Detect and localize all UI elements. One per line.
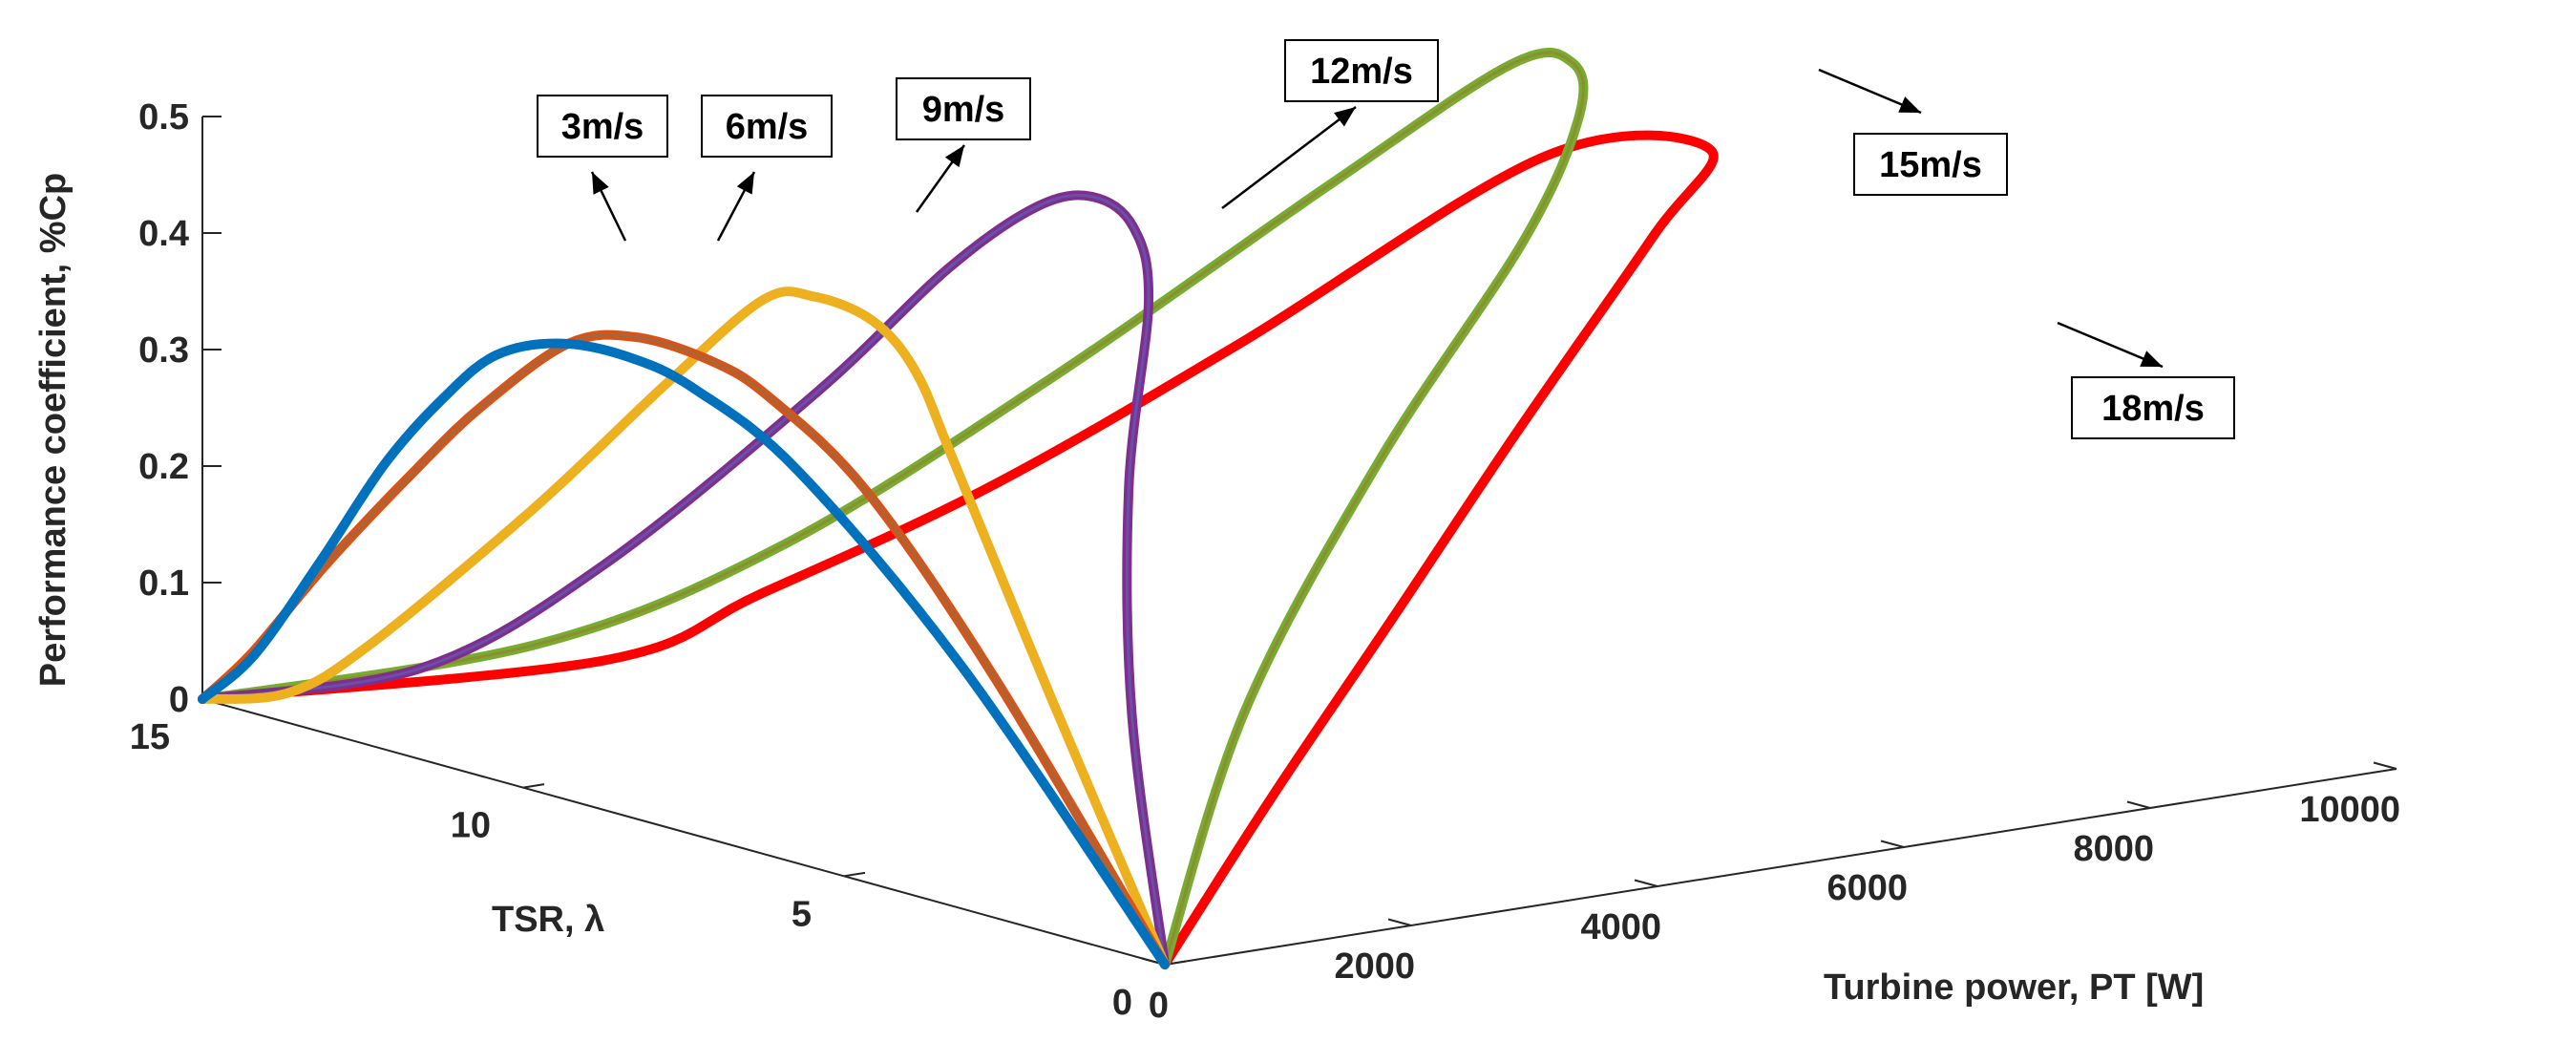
x-axis-line xyxy=(201,698,1166,966)
y-tick-label: 6000 xyxy=(1826,868,1908,908)
x-tick-label: 0 xyxy=(1112,983,1132,1023)
x-tick-label: 10 xyxy=(451,806,491,846)
annotation-box-6m-s xyxy=(701,95,833,158)
series-core-6m-s xyxy=(201,333,1167,967)
annotation-label-12m-s: 12m/s xyxy=(1310,52,1413,92)
annotation-box-12m-s xyxy=(1284,39,1439,102)
y-tick-label: 10000 xyxy=(2299,790,2400,830)
series-core-12m-s xyxy=(201,193,1167,967)
y-tick-mark xyxy=(1387,918,1412,926)
arrowhead-18m-s xyxy=(2140,351,2163,367)
series-line-3m-s xyxy=(198,338,1170,969)
arrowhead-6m-s xyxy=(736,172,754,195)
annotation-box-15m-s xyxy=(1853,133,2008,196)
z-axis-label: Performance coefficient, %Cp xyxy=(33,173,74,687)
z-tick-label: 0.1 xyxy=(138,563,189,604)
series-lines xyxy=(198,47,1719,969)
series-line-9m-s xyxy=(198,287,1170,969)
z-tick-label: 0.2 xyxy=(138,447,189,487)
z-tick-label: 0.4 xyxy=(138,214,189,254)
y-tick-mark xyxy=(1880,840,1905,848)
axes: 051015020004000600080001000000.10.20.30.… xyxy=(130,97,2400,1026)
y-tick-mark xyxy=(2373,761,2397,770)
arrowhead-12m-s xyxy=(1334,107,1356,127)
series-line-6m-s xyxy=(198,330,1170,969)
z-tick-label: 0 xyxy=(169,680,189,720)
series-line-18m-s xyxy=(198,130,1719,969)
x-tick-label: 5 xyxy=(792,894,812,934)
x-tick-mark xyxy=(843,871,866,878)
series-line-15m-s xyxy=(198,47,1589,969)
arrowhead-15m-s xyxy=(1898,96,1921,113)
arrow-12m-s xyxy=(1221,106,1357,209)
arrowhead-9m-s xyxy=(944,145,964,168)
arrowhead-3m-s xyxy=(592,172,609,195)
series-line-12m-s xyxy=(198,190,1170,969)
y-tick-label: 4000 xyxy=(1580,907,1661,947)
x-tick-label: 15 xyxy=(130,717,170,757)
y-tick-label: 2000 xyxy=(1334,946,1415,987)
annotation-box-3m-s xyxy=(537,95,668,158)
y-tick-mark xyxy=(1634,879,1658,887)
z-tick-label: 0.3 xyxy=(138,330,189,371)
y-axis-label: Turbine power, PT [W] xyxy=(1824,967,2204,1008)
y-tick-label: 8000 xyxy=(2073,829,2154,869)
y-axis-line xyxy=(1164,768,2397,966)
annotation-label-9m-s: 9m/s xyxy=(922,90,1005,130)
annotation-label-18m-s: 18m/s xyxy=(2101,389,2205,429)
annotations: 3m/s 6m/s 9m/s 12m/s 15m/s 18m/s xyxy=(537,39,2235,439)
annotation-box-18m-s xyxy=(2071,376,2235,439)
z-tick-label: 0.5 xyxy=(138,97,189,138)
annotation-label-6m-s: 6m/s xyxy=(726,107,809,147)
y-tick-mark xyxy=(2126,800,2151,809)
x-axis-label: TSR, λ xyxy=(492,900,604,940)
x-tick-mark xyxy=(522,783,545,789)
series-core-15m-s xyxy=(201,51,1586,967)
annotation-label-15m-s: 15m/s xyxy=(1879,145,1982,185)
y-tick-label: 0 xyxy=(1149,986,1169,1026)
annotation-box-9m-s xyxy=(896,77,1031,140)
annotation-label-3m-s: 3m/s xyxy=(561,107,644,147)
